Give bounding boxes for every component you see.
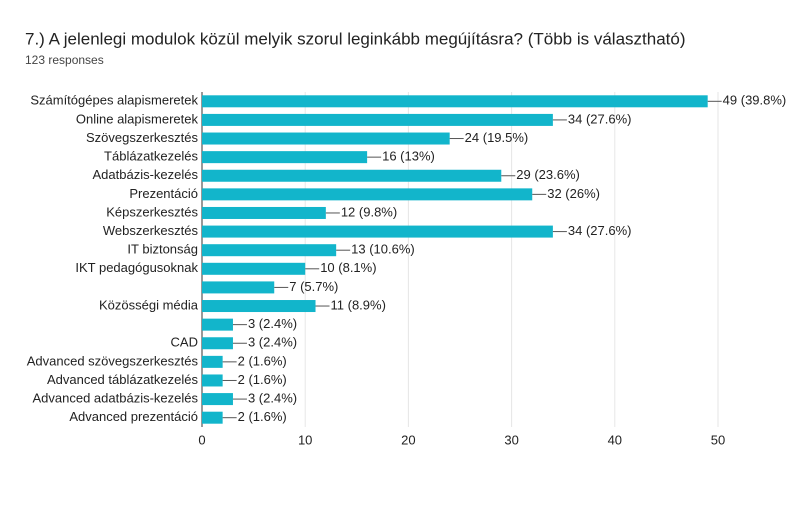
y-tick-label: IKT pedagógusoknak <box>75 260 198 275</box>
value-label: 12 (9.8%) <box>341 204 397 219</box>
y-tick-label: Prezentáció <box>129 186 198 201</box>
x-tick-label: 30 <box>504 432 518 447</box>
y-tick-label: Advanced táblázatkezelés <box>47 372 199 387</box>
bar <box>202 300 316 313</box>
y-tick-label: Advanced prezentáció <box>69 409 198 424</box>
value-label: 13 (10.6%) <box>351 242 415 257</box>
value-label: 11 (8.9%) <box>331 297 386 312</box>
value-label: 3 (2.4%) <box>248 316 297 331</box>
bar <box>202 337 233 350</box>
y-tick-label: Közösségi média <box>99 297 199 312</box>
chart-subtitle: 123 responses <box>25 53 104 67</box>
y-tick-label: Online alapismeretek <box>76 111 199 126</box>
bar <box>202 169 502 182</box>
bar <box>202 411 223 424</box>
value-label: 3 (2.4%) <box>248 335 297 350</box>
bar <box>202 95 708 108</box>
y-tick-label: Adatbázis-kezelés <box>93 167 199 182</box>
value-label: 2 (1.6%) <box>238 372 287 387</box>
bar <box>202 225 553 238</box>
bar <box>202 206 326 219</box>
bar <box>202 318 233 331</box>
bar <box>202 188 533 201</box>
bar <box>202 355 223 368</box>
x-tick-label: 0 <box>198 432 205 447</box>
y-tick-label: Webszerkesztés <box>103 223 199 238</box>
value-label: 49 (39.8%) <box>723 93 787 108</box>
value-label: 10 (8.1%) <box>320 260 376 275</box>
value-label: 3 (2.4%) <box>248 391 297 406</box>
y-tick-label: Advanced adatbázis-kezelés <box>33 391 199 406</box>
value-label: 29 (23.6%) <box>516 167 580 182</box>
x-tick-label: 20 <box>401 432 415 447</box>
y-tick-label: Képszerkesztés <box>106 204 198 219</box>
y-tick-label: IT biztonság <box>127 242 198 257</box>
bar <box>202 244 337 257</box>
y-tick-label: Számítógépes alapismeretek <box>30 93 198 108</box>
x-tick-label: 40 <box>608 432 622 447</box>
value-label: 7 (5.7%) <box>289 279 338 294</box>
value-label: 32 (26%) <box>547 186 600 201</box>
y-tick-label: Advanced szövegszerkesztés <box>27 353 199 368</box>
value-label: 34 (27.6%) <box>568 223 632 238</box>
x-tick-label: 50 <box>711 432 725 447</box>
value-label: 34 (27.6%) <box>568 111 632 126</box>
value-label: 16 (13%) <box>382 149 435 164</box>
bar <box>202 281 275 294</box>
x-tick-label: 10 <box>298 432 312 447</box>
bar <box>202 393 233 406</box>
bar <box>202 132 450 145</box>
value-label: 2 (1.6%) <box>238 409 287 424</box>
value-label: 2 (1.6%) <box>238 353 287 368</box>
bar <box>202 374 223 387</box>
bar <box>202 113 553 126</box>
chart-title: 7.) A jelenlegi modulok közül melyik szo… <box>25 29 686 48</box>
value-label: 24 (19.5%) <box>465 130 529 145</box>
bar <box>202 151 368 164</box>
y-tick-label: Táblázatkezelés <box>104 149 198 164</box>
y-tick-label: Szövegszerkesztés <box>86 130 198 145</box>
y-tick-label: CAD <box>171 335 198 350</box>
bar <box>202 262 306 275</box>
